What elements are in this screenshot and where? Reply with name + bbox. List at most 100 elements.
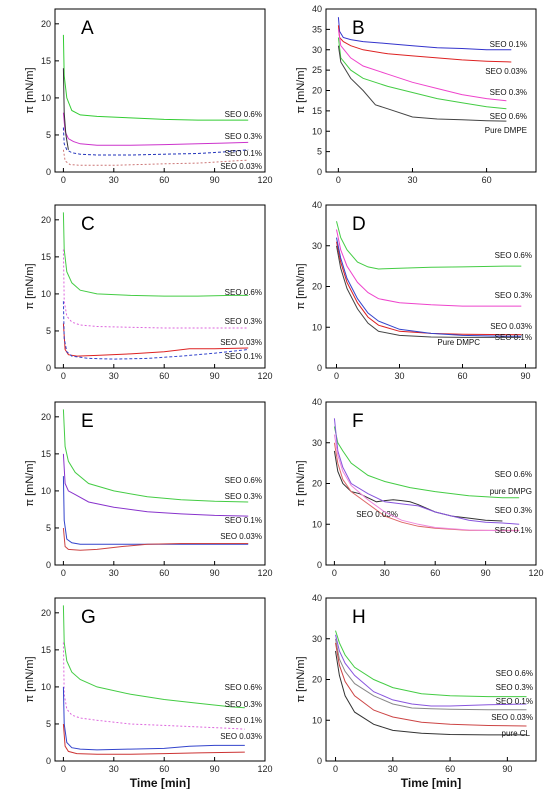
series-line — [336, 221, 522, 270]
y-tick-label: 40 — [312, 593, 322, 603]
series-line — [62, 605, 245, 709]
series-label: Pure DMPE — [485, 126, 527, 135]
y-tick-label: 10 — [41, 93, 51, 103]
y-tick-label: 40 — [312, 200, 322, 210]
x-tick-label: 0 — [334, 371, 339, 381]
series-label: SEO 0.3% — [225, 317, 262, 326]
x-tick-label: 30 — [407, 175, 417, 185]
panel-letter: B — [352, 18, 365, 39]
series-label: Pure DMPC — [437, 338, 480, 347]
y-tick-label: 15 — [41, 56, 51, 66]
x-tick-label: 60 — [159, 175, 169, 185]
y-tick-label: 15 — [41, 252, 51, 262]
y-tick-label: 30 — [312, 241, 322, 251]
series-label: SEO 0.3% — [495, 506, 532, 515]
series-label: SEO 0.3% — [225, 132, 262, 141]
x-tick-label: 90 — [210, 175, 220, 185]
series-line — [335, 638, 527, 711]
plot-frame — [54, 8, 266, 173]
series-line — [333, 434, 520, 532]
y-tick-label: 15 — [41, 449, 51, 459]
panel-letter: H — [352, 607, 366, 628]
x-tick-label: 60 — [445, 764, 455, 774]
y-tick-label: 20 — [41, 19, 51, 29]
series-label: SEO 0.3% — [225, 700, 262, 709]
x-tick-label: 30 — [109, 175, 119, 185]
y-tick-label: 0 — [317, 167, 322, 177]
series-label: SEO 0.03% — [491, 713, 533, 722]
x-axis-label: Time [min] — [401, 776, 461, 789]
series-line — [62, 68, 69, 150]
series-line — [337, 25, 512, 63]
series-label: SEO 0.1% — [225, 516, 262, 525]
y-tick-label: 10 — [41, 289, 51, 299]
series-label: SEO 0.03% — [220, 532, 262, 541]
y-tick-label: 20 — [41, 215, 51, 225]
y-tick-label: 25 — [312, 65, 322, 75]
series-label: SEO 0.1% — [496, 697, 533, 706]
y-tick-label: 30 — [312, 438, 322, 448]
x-axis-label: Time [min] — [130, 776, 190, 789]
series-line — [336, 245, 522, 338]
y-tick-label: 15 — [41, 645, 51, 655]
y-tick-label: 0 — [46, 756, 51, 766]
series-label: SEO 0.6% — [225, 683, 262, 692]
y-tick-label: 0 — [46, 363, 51, 373]
series-line — [335, 634, 527, 707]
x-tick-label: 60 — [482, 175, 492, 185]
y-tick-label: 0 — [46, 167, 51, 177]
series-line — [337, 45, 507, 122]
x-tick-label: 120 — [257, 371, 272, 381]
series-label: SEO 0.1% — [225, 352, 262, 361]
series-line — [62, 642, 245, 730]
series-label: SEO 0.1% — [490, 40, 527, 49]
panel-a: 0 5 10 15 20 0 30 60 90 120 π [mN/m] A SEO 0.6% SEO 0… — [24, 8, 273, 185]
x-tick-label: 30 — [388, 764, 398, 774]
plot-frame — [54, 204, 266, 369]
panel-d: 0 10 20 30 40 0 30 60 90 π [mN/m] D SEO 0.6% SEO 0.3… — [295, 200, 537, 381]
series-label: SEO 0.6% — [495, 251, 532, 260]
series-line — [333, 418, 520, 525]
y-axis-label: π [mN/m] — [295, 67, 307, 113]
series-line — [336, 241, 522, 336]
y-tick-label: 20 — [312, 675, 322, 685]
x-tick-label: 120 — [528, 568, 543, 578]
series-line — [62, 527, 249, 551]
y-tick-label: 0 — [317, 560, 322, 570]
series-line — [62, 301, 249, 360]
x-tick-label: 0 — [61, 371, 66, 381]
y-axis-label: π [mN/m] — [295, 460, 307, 506]
plot-frame — [54, 401, 266, 566]
y-tick-label: 10 — [312, 126, 322, 136]
x-tick-label: 30 — [109, 371, 119, 381]
y-axis-label: π [mN/m] — [24, 460, 36, 506]
series-line — [336, 229, 522, 307]
x-tick-label: 60 — [430, 568, 440, 578]
panel-h: 0 10 20 30 40 0 30 60 90 π [mN/m] Time [min] H SEO 0… — [295, 593, 537, 789]
panel-c: 0 5 10 15 20 0 30 60 90 120 π [mN/m] C SEO 0.6% SEO 0… — [24, 204, 273, 381]
y-tick-label: 40 — [312, 397, 322, 407]
series-label: SEO 0.03% — [220, 162, 262, 171]
series-label: SEO 0.03% — [356, 510, 398, 519]
x-tick-label: 90 — [520, 371, 530, 381]
series-label: SEO 0.1% — [225, 716, 262, 725]
series-label: SEO 0.3% — [225, 492, 262, 501]
series-line — [333, 450, 503, 522]
panel-letter: A — [81, 18, 94, 39]
series-line — [62, 212, 249, 297]
series-line — [337, 37, 507, 110]
plot-frame — [54, 597, 266, 762]
series-label: SEO 0.6% — [496, 669, 533, 678]
y-tick-label: 0 — [46, 560, 51, 570]
y-tick-label: 10 — [312, 519, 322, 529]
series-label: SEO 0.6% — [225, 288, 262, 297]
series-label: SEO 0.03% — [490, 322, 532, 331]
y-tick-label: 30 — [312, 634, 322, 644]
x-tick-label: 30 — [380, 568, 390, 578]
series-line — [337, 17, 512, 51]
series-line — [335, 642, 527, 727]
series-line — [335, 630, 527, 698]
y-tick-label: 10 — [41, 486, 51, 496]
series-label: pure CL — [502, 729, 531, 738]
x-tick-label: 90 — [210, 568, 220, 578]
